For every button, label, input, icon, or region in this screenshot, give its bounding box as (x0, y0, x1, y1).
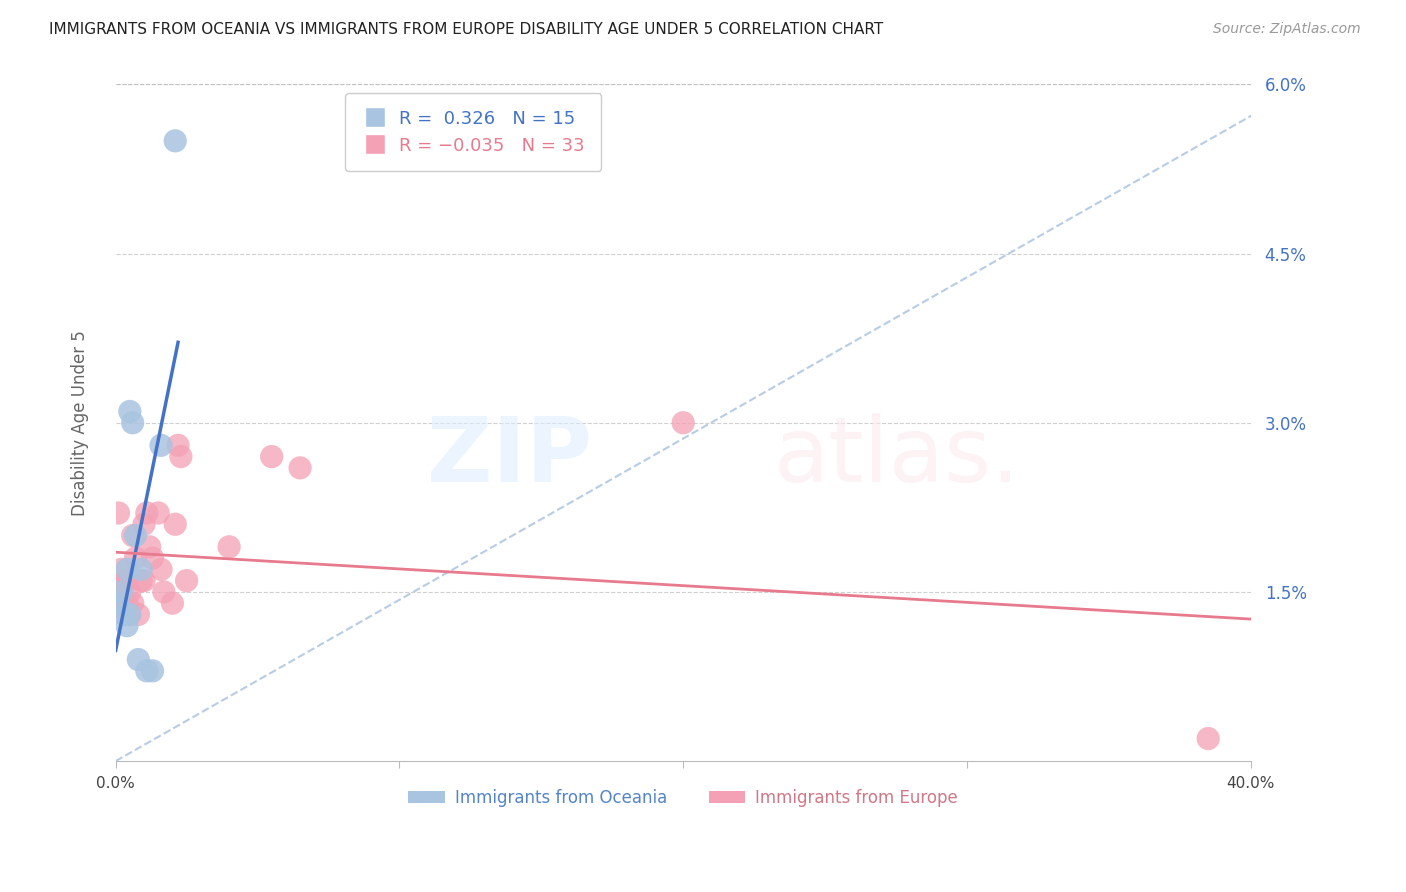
Point (132, 574, 155, 588)
Point (110, 585, 132, 599)
Point (118, 607, 141, 622)
Point (167, 438, 190, 452)
Point (141, 551, 163, 566)
Point (110, 562, 132, 576)
Point (115, 596, 138, 610)
Point (121, 528, 143, 542)
Point (121, 596, 143, 610)
Point (176, 574, 198, 588)
Point (107, 585, 129, 599)
Point (1197, 731, 1219, 746)
Point (121, 416, 143, 430)
Point (115, 562, 138, 576)
Point (165, 517, 187, 532)
Point (129, 574, 152, 588)
Point (112, 574, 135, 588)
Point (115, 619, 138, 633)
Point (260, 450, 283, 464)
Point (124, 551, 146, 566)
Point (127, 607, 149, 622)
Text: Source: ZipAtlas.com: Source: ZipAtlas.com (1213, 22, 1361, 37)
Point (150, 438, 173, 452)
Point (132, 517, 155, 532)
Point (165, 134, 187, 148)
Point (138, 540, 160, 554)
Point (110, 596, 132, 610)
Point (112, 607, 135, 622)
Point (107, 596, 129, 610)
Point (141, 664, 163, 678)
Point (135, 506, 157, 520)
Point (170, 450, 193, 464)
Point (148, 506, 170, 520)
Point (150, 562, 173, 576)
Point (135, 664, 157, 678)
Point (288, 461, 311, 475)
Point (672, 416, 695, 430)
Point (118, 607, 141, 622)
Point (129, 562, 152, 576)
Point (124, 528, 146, 542)
Text: atlas.: atlas. (773, 413, 1021, 500)
Point (127, 652, 149, 666)
Point (118, 404, 141, 418)
Point (162, 596, 184, 610)
Point (218, 540, 240, 554)
Text: ZIP: ZIP (427, 413, 592, 500)
Point (115, 574, 138, 588)
Legend: Immigrants from Oceania, Immigrants from Europe: Immigrants from Oceania, Immigrants from… (402, 782, 965, 814)
Point (107, 506, 129, 520)
Point (153, 585, 176, 599)
Text: IMMIGRANTS FROM OCEANIA VS IMMIGRANTS FROM EUROPE DISABILITY AGE UNDER 5 CORRELA: IMMIGRANTS FROM OCEANIA VS IMMIGRANTS FR… (49, 22, 883, 37)
Y-axis label: Disability Age Under 5: Disability Age Under 5 (72, 330, 89, 516)
Point (112, 607, 135, 622)
Point (118, 585, 141, 599)
